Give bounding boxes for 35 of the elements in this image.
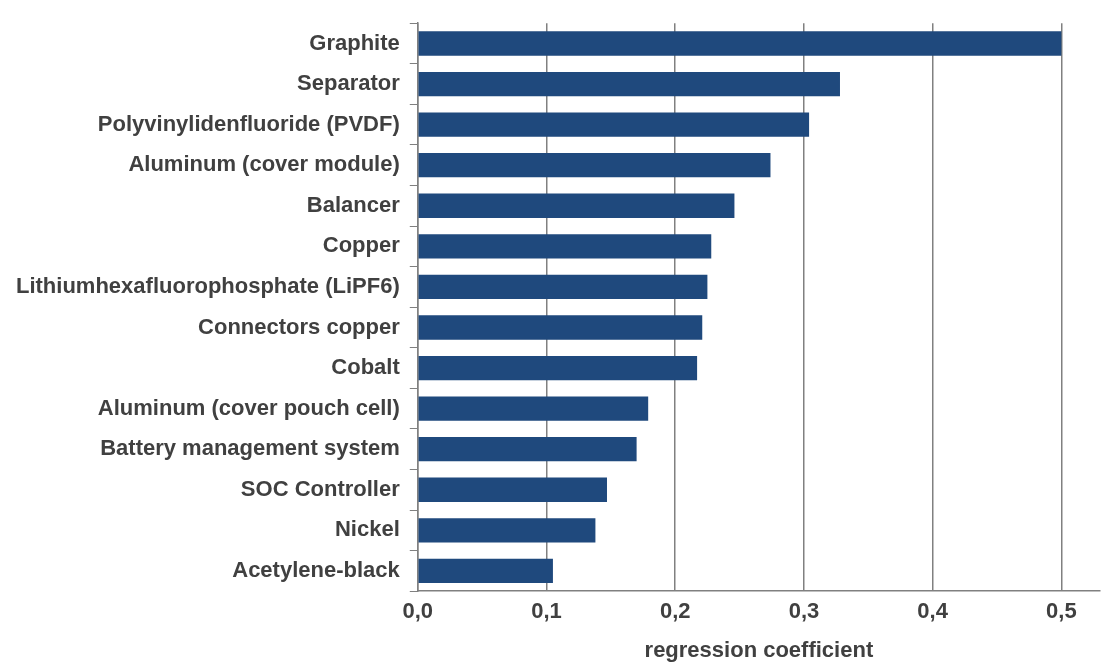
y-tick-label: Acetylene-black <box>232 556 401 582</box>
y-tick-label: SOC Controller <box>240 475 401 501</box>
y-tick-label: Copper <box>322 232 401 258</box>
y-tick-label: Separator <box>297 70 401 96</box>
y-tick-label: Aluminum (cover pouch cell) <box>97 394 400 420</box>
bar <box>418 558 553 584</box>
y-tick-label: Lithiumhexafluorophosphate (LiPF6) <box>15 272 400 298</box>
y-tick-label: Balancer <box>306 191 401 217</box>
y-tick-label: Connectors copper <box>198 313 401 339</box>
bar <box>418 274 708 300</box>
bar <box>418 193 735 218</box>
bar <box>418 71 840 97</box>
x-tick-label: 0,3 <box>788 598 820 624</box>
bar <box>418 477 607 502</box>
bar <box>418 31 1062 56</box>
bar <box>418 315 703 340</box>
x-tick-label: 0,0 <box>402 598 434 624</box>
bar <box>418 234 712 259</box>
y-tick-label: Cobalt <box>331 354 401 380</box>
bar <box>418 518 596 543</box>
y-tick-label: Aluminum (cover module) <box>128 151 400 177</box>
bar <box>418 396 649 421</box>
bar <box>418 112 810 137</box>
y-tick-label: Battery management system <box>100 435 400 461</box>
x-tick-label: 0,2 <box>659 598 691 624</box>
x-tick-label: 0,4 <box>917 598 949 624</box>
y-tick-label: Graphite <box>309 29 400 55</box>
bar <box>418 355 698 381</box>
bar <box>418 153 771 178</box>
bar <box>418 437 637 462</box>
x-axis-title: regression coefficient <box>644 636 874 662</box>
y-tick-label: Polyvinylidenfluoride (PVDF) <box>97 110 400 136</box>
x-tick-label: 0,5 <box>1046 598 1077 624</box>
x-tick-label: 0,1 <box>531 598 562 624</box>
y-tick-label: Nickel <box>334 516 400 542</box>
